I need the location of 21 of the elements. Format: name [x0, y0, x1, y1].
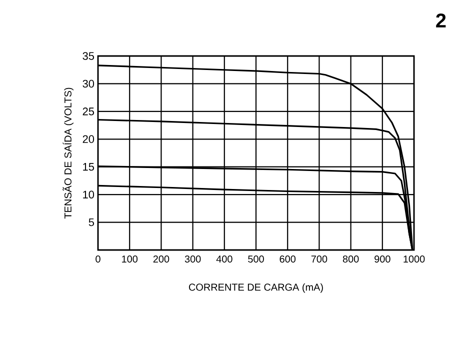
x-tick-label: 800: [342, 256, 359, 263]
x-axis-title: CORRENTE DE CARGA (mA): [188, 283, 323, 293]
x-tick-label: 500: [248, 256, 264, 263]
y-tick-label: 25: [82, 108, 94, 116]
x-tick-label: 100: [122, 256, 138, 263]
x-tick-label: 700: [311, 256, 328, 263]
x-tick-label: 400: [216, 256, 232, 263]
x-tick-label: 200: [153, 256, 170, 263]
y-tick-label: 5: [88, 218, 94, 226]
y-axis-title: TENSÃO DE SAÍDA (VOLTS): [62, 88, 74, 219]
x-tick-label: 900: [374, 256, 390, 263]
x-tick-label: 300: [184, 256, 201, 263]
y-tick-label: 10: [83, 190, 94, 198]
x-tick-label: 0: [96, 256, 100, 263]
y-tick-label: 35: [82, 52, 94, 60]
y-tick-label: 15: [83, 163, 94, 171]
text: 2: [436, 14, 446, 28]
y-tick-label: 30: [82, 80, 94, 88]
x-tick-label: 1000: [404, 256, 425, 263]
x-tick-label: 600: [280, 256, 296, 263]
y-tick-label: 20: [82, 135, 94, 144]
